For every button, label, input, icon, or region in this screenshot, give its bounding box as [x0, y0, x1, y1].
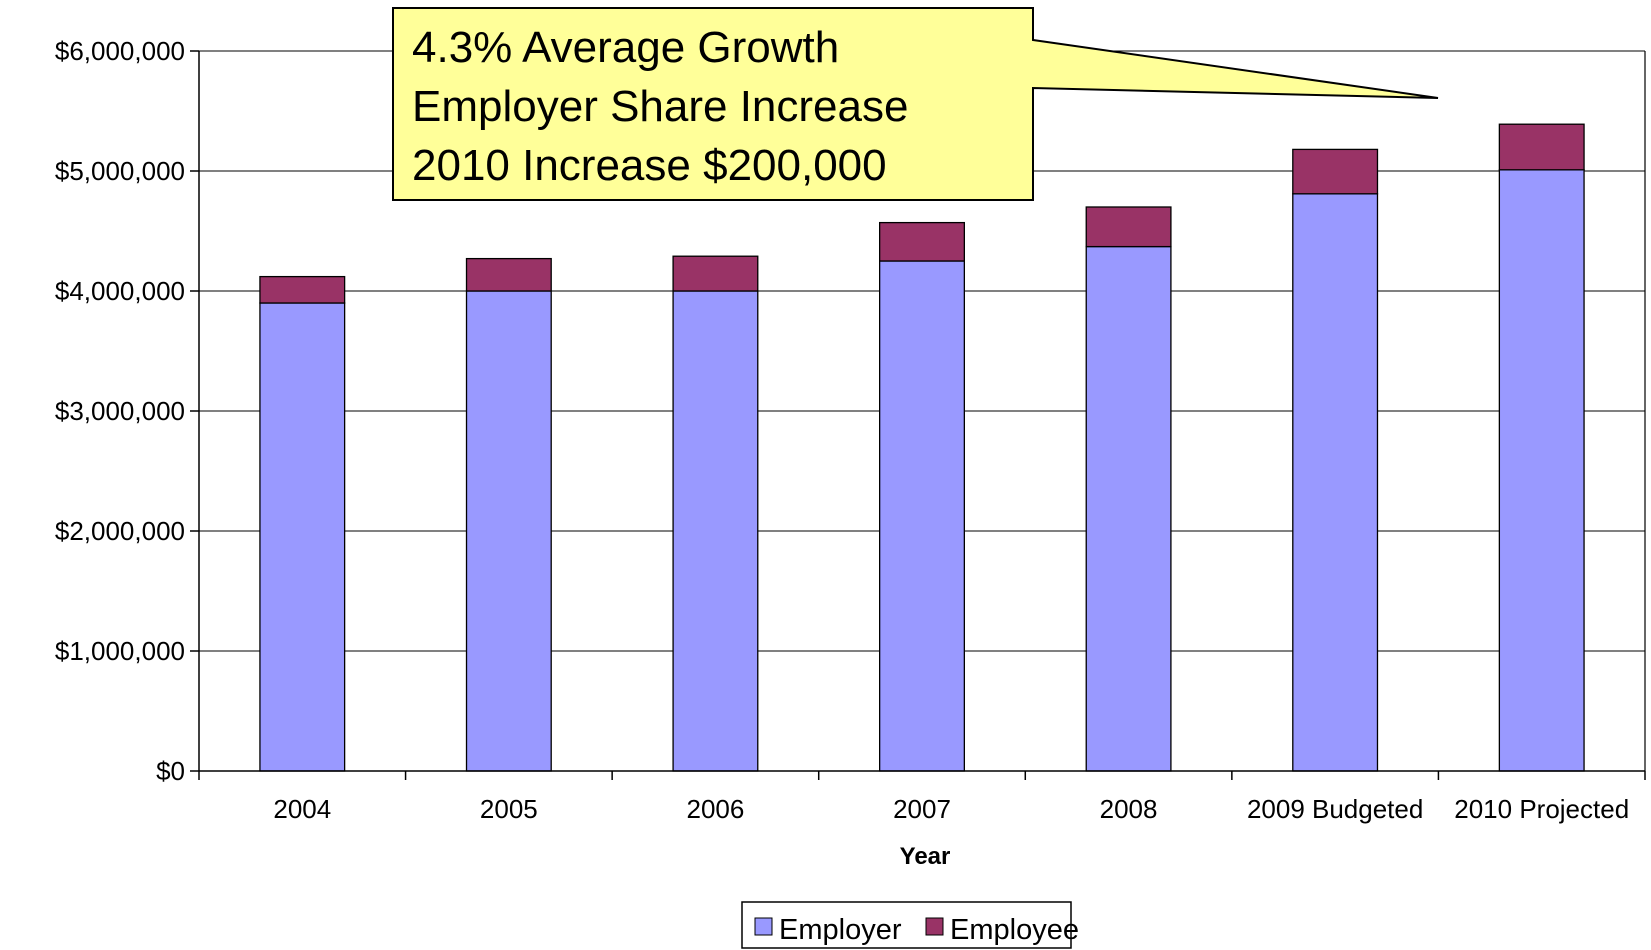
- legend-frame: [741, 901, 1072, 949]
- legend-label-employee: Employee: [950, 914, 1079, 946]
- bar-employer-1: [465, 290, 552, 772]
- bar-employer-0: [259, 302, 346, 772]
- y-tick-label-1: $1,000,000: [55, 636, 185, 666]
- y-tick-label-4: $4,000,000: [55, 276, 185, 306]
- legend-swatch-employer: [754, 917, 773, 936]
- bar-employee-1: [465, 257, 552, 292]
- x-tick-label-0: 2004: [273, 794, 331, 824]
- y-tick-label-0: $0: [156, 756, 185, 786]
- bar-employee-3: [879, 221, 965, 262]
- legend-swatch-employee: [925, 917, 944, 936]
- x-tick-label-1: 2005: [480, 794, 538, 824]
- bar-employee-2: [672, 255, 759, 292]
- annotation-callout: 4.3% Average Growth Employer Share Incre…: [392, 7, 1439, 201]
- bar-employer-2: [672, 290, 759, 772]
- legend-label-employer: Employer: [779, 914, 902, 946]
- bars: [259, 123, 1585, 772]
- x-tick-label-5: 2009 Budgeted: [1247, 794, 1423, 824]
- bar-employee-6: [1498, 123, 1585, 171]
- axes: [190, 50, 1646, 780]
- bar-employer-5: [1292, 193, 1379, 772]
- callout-line-1: 4.3% Average Growth: [412, 23, 839, 72]
- y-tick-label-6: $6,000,000: [55, 36, 185, 66]
- y-tick-label-3: $3,000,000: [55, 396, 185, 426]
- bar-employer-6: [1498, 169, 1585, 772]
- x-tick-label-6: 2010 Projected: [1454, 794, 1629, 824]
- legend: Employer Employee: [741, 901, 1079, 949]
- callout-line-2: Employer Share Increase: [412, 82, 908, 131]
- x-tick-label-3: 2007: [893, 794, 951, 824]
- y-tick-label-2: $2,000,000: [55, 516, 185, 546]
- callout-box: [392, 7, 1439, 201]
- bar-employee-4: [1085, 206, 1172, 248]
- bar-employee-5: [1292, 148, 1379, 195]
- x-axis-title: Year: [900, 843, 951, 870]
- bar-employee-0: [259, 275, 346, 304]
- x-tick-labels: 2004 2005 2006 2007 2008 2009 Budgeted 2010 Pr…: [273, 794, 1629, 824]
- y-tick-labels: $0 $1,000,000 $2,000,000 $3,000,000 $4,000,0…: [55, 36, 185, 786]
- x-tick-label-2: 2006: [687, 794, 745, 824]
- bar-employer-3: [879, 260, 965, 772]
- x-tick-label-4: 2008: [1100, 794, 1158, 824]
- callout-line-3: 2010 Increase $200,000: [412, 141, 887, 190]
- y-tick-label-5: $5,000,000: [55, 156, 185, 186]
- bar-employer-4: [1085, 245, 1172, 772]
